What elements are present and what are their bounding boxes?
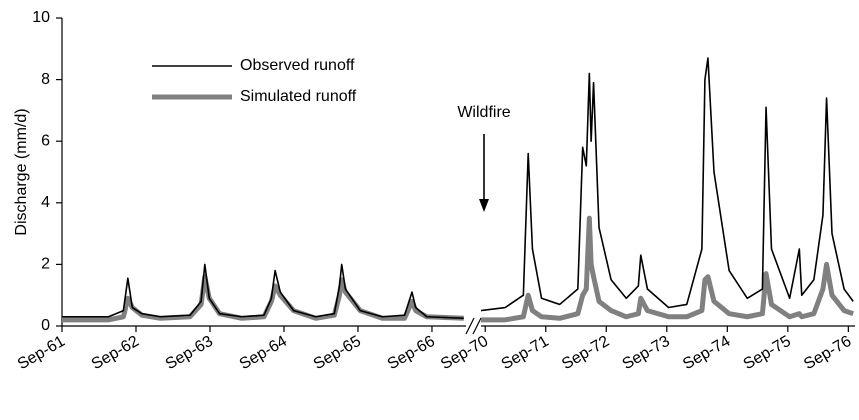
x-tick-label: Sep-63: [163, 333, 216, 374]
x-tick-label: Sep-75: [741, 333, 794, 374]
x-tick-label: Sep-65: [311, 333, 364, 374]
series-line: [62, 274, 464, 323]
x-tick-label: Sep-73: [620, 333, 673, 374]
series-line: [481, 215, 854, 323]
series-line: [480, 57, 854, 312]
series-line: [62, 263, 464, 320]
y-tick-label: 6: [41, 132, 50, 149]
x-tick-label: Sep-71: [499, 333, 552, 374]
axis-break: [465, 317, 482, 335]
y-tick-label: 8: [41, 71, 50, 88]
break-mark: [465, 317, 475, 335]
x-tick-label: Sep-64: [237, 333, 290, 374]
y-axis-title: Discharge (mm/d): [13, 108, 30, 235]
arrow-head: [479, 199, 489, 212]
annotation: Wildfire: [457, 104, 510, 121]
y-tick-label: 10: [32, 9, 50, 26]
x-tick-label: Sep-61: [15, 333, 68, 374]
legend-label: Observed runoff: [240, 57, 355, 74]
x-tick-label: Sep-70: [438, 333, 491, 374]
break-mark: [472, 317, 482, 335]
x-tick-label: Sep-74: [680, 333, 733, 374]
x-tick-label: Sep-66: [385, 333, 438, 374]
x-tick-label: Sep-62: [89, 333, 142, 374]
x-tick-label: Sep-72: [559, 333, 612, 374]
x-tick-label: Sep-76: [801, 333, 854, 374]
y-tick-label: 2: [41, 256, 50, 273]
y-tick-label: 0: [41, 317, 50, 334]
y-tick-label: 4: [41, 194, 50, 211]
legend-label: Simulated runoff: [240, 88, 357, 105]
annotation-arrow: [479, 134, 489, 212]
